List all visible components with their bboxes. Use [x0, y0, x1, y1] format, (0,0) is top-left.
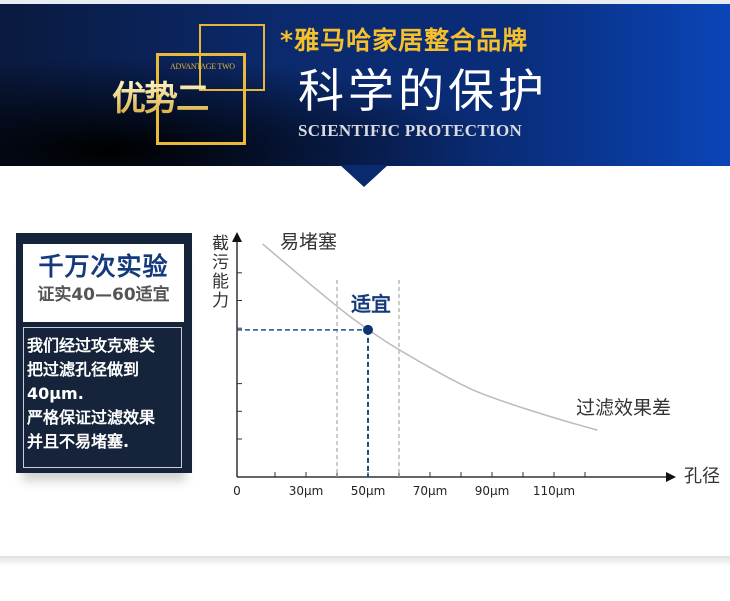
x-axis-label: 孔径 — [684, 466, 720, 487]
card-body: 我们经过攻克难关 把过滤孔径做到 40µm. 严格保证过滤效果 并且不易堵塞. — [23, 327, 182, 468]
x-tick-label: 110µm — [533, 484, 575, 498]
page-title: 科学的保护 — [298, 64, 548, 118]
card-headline: 千万次实验 — [38, 252, 169, 281]
filter-curve — [262, 243, 598, 431]
card-line: 严格保证过滤效果 — [27, 408, 156, 427]
card-line: 我们经过攻克难关 — [27, 336, 156, 355]
info-card: 千万次实验 证实40—60适宜 我们经过攻克难关 把过滤孔径做到 40µm. 严… — [16, 233, 192, 473]
page-subtitle: SCIENTIFIC PROTECTION — [298, 121, 523, 140]
brand-line: *雅马哈家居整合品牌 — [280, 26, 529, 55]
card-line: 40µm. — [27, 384, 84, 403]
card-line: 并且不易堵塞. — [27, 432, 130, 451]
gold-frame-front — [156, 53, 246, 145]
card-subheadline: 证实40—60适宜 — [37, 285, 170, 305]
header-banner — [0, 4, 730, 166]
optimal-label: 适宜 — [351, 292, 391, 316]
card-line: 把过滤孔径做到 — [27, 360, 140, 379]
top-border — [0, 0, 730, 4]
filter-chart: 0 30µm 50µm 70µm 90µm 110µm 孔径 易堵塞 过滤效果差 适宜 — [232, 231, 720, 498]
badge-english: ADVANTAGE TWO — [170, 62, 235, 71]
y-axis-label: 截污能力 — [208, 234, 228, 310]
x-axis-arrow — [666, 472, 676, 482]
banner-notch — [340, 165, 388, 187]
x-tick-label: 0 — [233, 484, 241, 498]
badge-chinese: 优势二 — [112, 79, 210, 119]
y-axis-arrow — [232, 232, 242, 242]
annotation-poor-filter: 过滤效果差 — [576, 397, 671, 419]
bottom-divider — [0, 556, 730, 566]
x-tick-label: 30µm — [289, 484, 324, 498]
x-tick-label: 50µm — [351, 484, 386, 498]
optimal-point — [363, 324, 373, 335]
x-tick-label: 90µm — [475, 484, 510, 498]
annotation-clog: 易堵塞 — [280, 231, 337, 253]
card-header: 千万次实验 证实40—60适宜 — [23, 244, 184, 322]
gold-frame-back — [199, 24, 265, 91]
x-tick-label: 70µm — [413, 484, 448, 498]
